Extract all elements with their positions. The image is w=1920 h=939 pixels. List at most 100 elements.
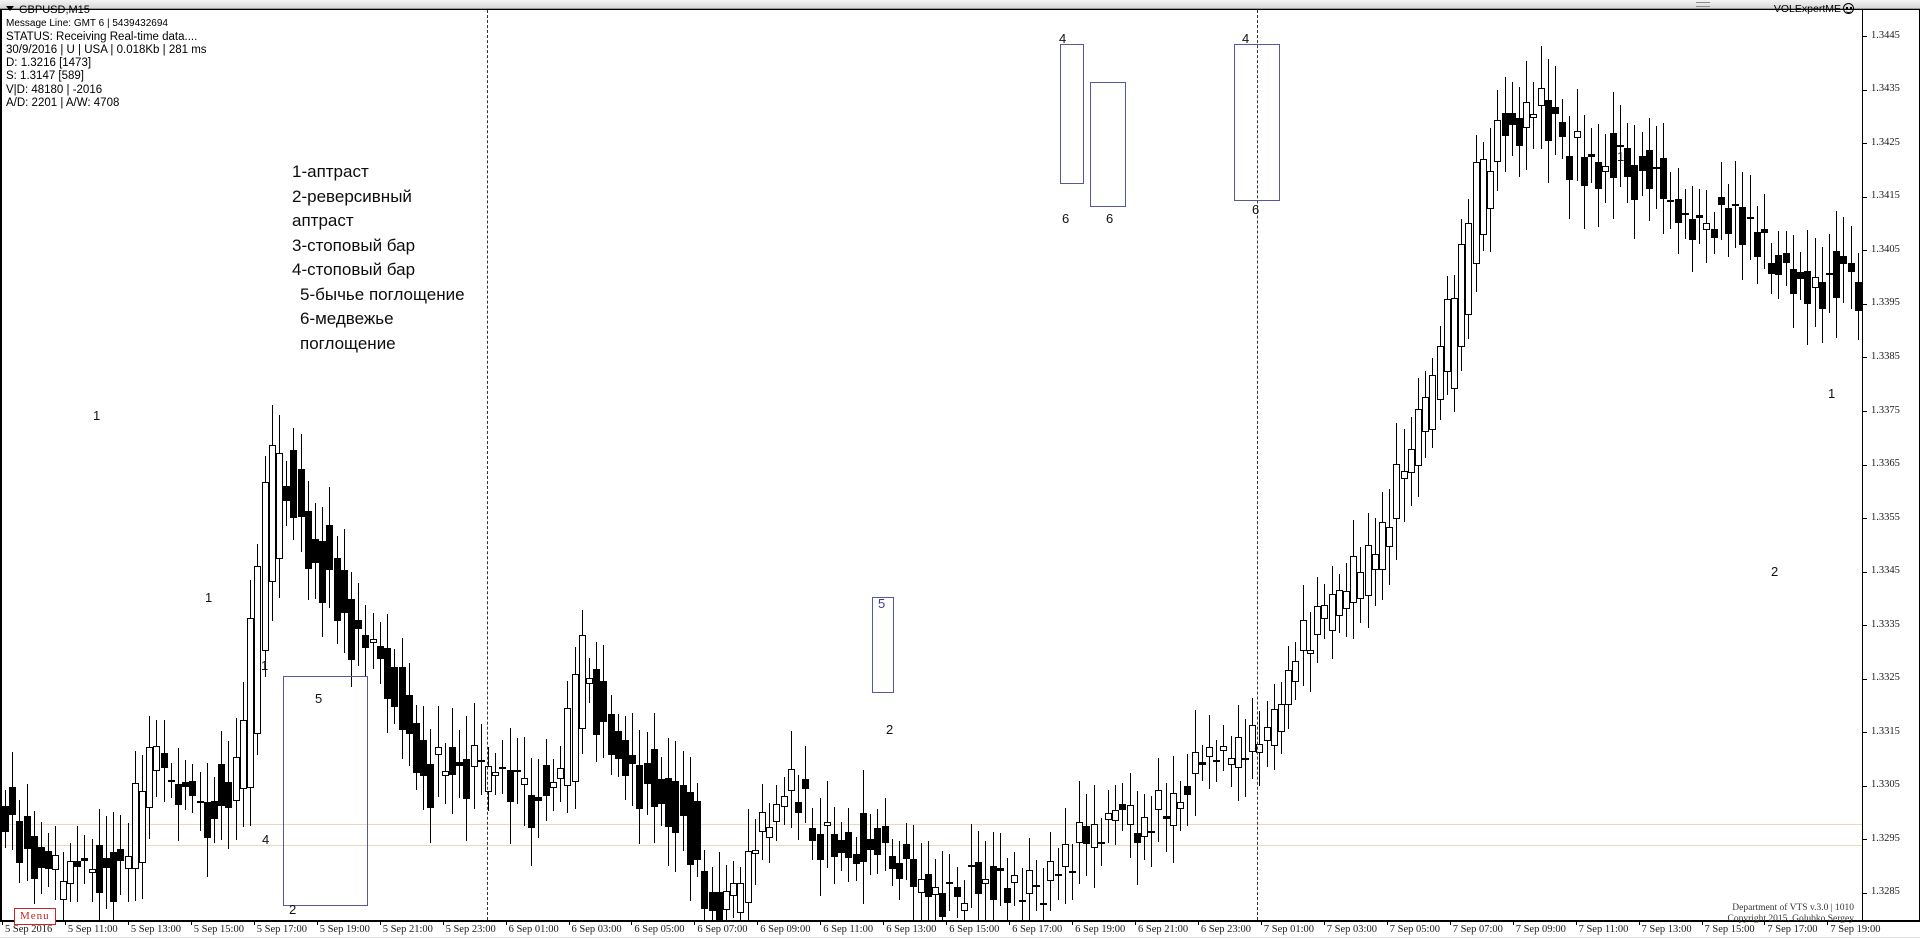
candlestick[interactable]	[117, 10, 125, 920]
candlestick[interactable]	[521, 10, 529, 920]
candlestick[interactable]	[398, 10, 406, 920]
candlestick[interactable]	[1566, 10, 1574, 920]
candlestick[interactable]	[1725, 10, 1733, 920]
candlestick[interactable]	[701, 10, 709, 920]
candlestick[interactable]	[1660, 10, 1668, 920]
candlestick[interactable]	[81, 10, 89, 920]
candlestick[interactable]	[859, 10, 867, 920]
candlestick[interactable]	[1667, 10, 1675, 920]
candlestick[interactable]	[1616, 10, 1624, 920]
candlestick[interactable]	[1299, 10, 1307, 920]
candlestick[interactable]	[1047, 10, 1055, 920]
candlestick[interactable]	[1804, 10, 1812, 920]
candlestick[interactable]	[1270, 10, 1278, 920]
candlestick[interactable]	[1328, 10, 1336, 920]
candlestick[interactable]	[1436, 10, 1444, 920]
candlestick[interactable]	[355, 10, 363, 920]
candlestick[interactable]	[506, 10, 514, 920]
candlestick[interactable]	[1090, 10, 1098, 920]
candlestick[interactable]	[895, 10, 903, 920]
candlestick[interactable]	[1674, 10, 1682, 920]
candlestick[interactable]	[333, 10, 341, 920]
candlestick[interactable]	[881, 10, 889, 920]
candlestick[interactable]	[1768, 10, 1776, 920]
candlestick[interactable]	[362, 10, 370, 920]
candlestick[interactable]	[535, 10, 543, 920]
candlestick[interactable]	[903, 10, 911, 920]
candlestick[interactable]	[16, 10, 24, 920]
candlestick[interactable]	[1263, 10, 1271, 920]
candlestick[interactable]	[996, 10, 1004, 920]
candlestick[interactable]	[1234, 10, 1242, 920]
candlestick[interactable]	[1840, 10, 1848, 920]
candlestick[interactable]	[369, 10, 377, 920]
candlestick[interactable]	[110, 10, 118, 920]
candlestick[interactable]	[1371, 10, 1379, 920]
candlestick[interactable]	[939, 10, 947, 920]
candlestick[interactable]	[1782, 10, 1790, 920]
candlestick[interactable]	[694, 10, 702, 920]
candlestick[interactable]	[1278, 10, 1286, 920]
candlestick[interactable]	[622, 10, 629, 920]
candlestick[interactable]	[852, 10, 860, 920]
chart-frame[interactable]: 1 1 1 5 4 2 5 2 4 6 6 4 6 1 2 1 1.3445 1.3435 1.3425 1.341…	[0, 9, 1920, 921]
candlestick[interactable]	[593, 10, 601, 920]
candlestick[interactable]	[38, 10, 46, 920]
candlestick[interactable]	[477, 10, 485, 920]
candlestick[interactable]	[1227, 10, 1235, 920]
candlestick[interactable]	[66, 10, 74, 920]
candlestick[interactable]	[1169, 10, 1177, 920]
candlestick[interactable]	[247, 10, 255, 920]
candlestick[interactable]	[261, 10, 269, 920]
candlestick[interactable]	[1256, 10, 1264, 920]
candlestick[interactable]	[1775, 10, 1783, 920]
candlestick[interactable]	[542, 10, 550, 920]
candlestick[interactable]	[816, 10, 824, 920]
price-scale-axis[interactable]: 1.3445 1.3435 1.3425 1.3415 1.3405 1.3395 1.33…	[1862, 10, 1919, 920]
candlestick[interactable]	[405, 10, 413, 920]
candlestick[interactable]	[1162, 10, 1170, 920]
candlestick[interactable]	[1112, 10, 1120, 920]
candlestick[interactable]	[412, 10, 420, 920]
candlestick[interactable]	[643, 10, 651, 920]
candlestick[interactable]	[59, 10, 67, 920]
candlestick[interactable]	[167, 10, 175, 920]
candlestick[interactable]	[823, 10, 831, 920]
candlestick[interactable]	[1429, 10, 1437, 920]
chevron-down-icon[interactable]	[6, 6, 14, 11]
candlestick[interactable]	[1746, 10, 1754, 920]
candlestick[interactable]	[1061, 10, 1069, 920]
candlestick[interactable]	[787, 10, 795, 920]
candlestick[interactable]	[1688, 10, 1696, 920]
candlestick[interactable]	[831, 10, 839, 920]
candlestick[interactable]	[975, 10, 983, 920]
candlestick[interactable]	[1508, 10, 1516, 920]
candlestick[interactable]	[1652, 10, 1660, 920]
candlestick[interactable]	[1335, 10, 1343, 920]
candlestick[interactable]	[1148, 10, 1156, 920]
candlestick[interactable]	[1126, 10, 1134, 920]
candlestick[interactable]	[867, 10, 875, 920]
candlestick[interactable]	[88, 10, 96, 920]
candlestick[interactable]	[1710, 10, 1718, 920]
candlestick[interactable]	[650, 10, 658, 920]
chart-plot-area[interactable]: 1 1 1 5 4 2 5 2 4 6 6 4 6 1 2 1	[2, 10, 1862, 920]
candlestick[interactable]	[888, 10, 896, 920]
candlestick[interactable]	[953, 10, 961, 920]
candlestick[interactable]	[326, 10, 334, 920]
candlestick[interactable]	[795, 10, 803, 920]
candlestick[interactable]	[1811, 10, 1819, 920]
candlestick[interactable]	[838, 10, 846, 920]
candlestick[interactable]	[485, 10, 493, 920]
candlestick[interactable]	[989, 10, 997, 920]
pattern-box-bearish-engulfing-1[interactable]	[1090, 82, 1126, 207]
candlestick[interactable]	[1559, 10, 1567, 920]
candlestick[interactable]	[708, 10, 716, 920]
candlestick[interactable]	[138, 10, 146, 920]
candlestick[interactable]	[189, 10, 197, 920]
candlestick[interactable]	[203, 10, 211, 920]
candlestick[interactable]	[1753, 10, 1761, 920]
candlestick[interactable]	[1631, 10, 1639, 920]
candlestick[interactable]	[1825, 10, 1833, 920]
candlestick[interactable]	[982, 10, 990, 920]
